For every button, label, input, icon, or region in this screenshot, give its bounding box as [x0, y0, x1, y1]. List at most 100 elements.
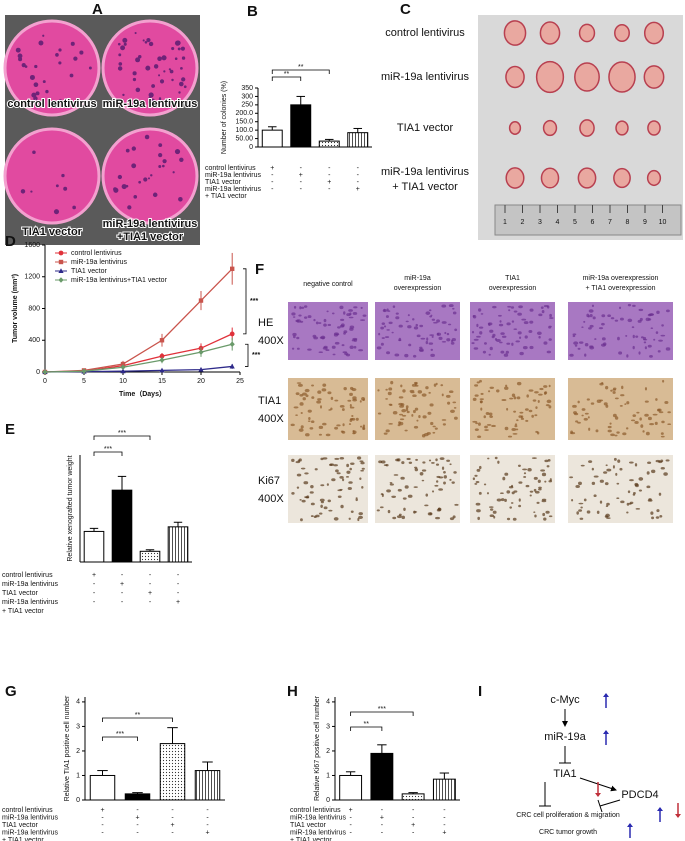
nucleus [515, 340, 520, 343]
nucleus [632, 414, 637, 418]
nucleus [474, 428, 479, 431]
nucleus [528, 389, 534, 392]
nucleus [318, 351, 323, 354]
nucleus [504, 498, 507, 502]
nucleus [625, 427, 629, 430]
colony [172, 171, 175, 174]
caption: control lentivirus [7, 98, 96, 110]
colony [133, 195, 138, 199]
nucleus [453, 471, 457, 474]
nucleus [305, 394, 309, 398]
nucleus [339, 405, 345, 408]
column-header: miR-19a overexpression [583, 275, 659, 282]
nucleus [616, 431, 620, 434]
nucleus [323, 318, 327, 323]
nucleus [441, 340, 447, 343]
colony [125, 148, 130, 153]
colony [142, 39, 145, 42]
condition-sign: - [177, 581, 180, 588]
nucleus [413, 425, 419, 429]
nucleus [529, 490, 534, 493]
nucleus [507, 305, 512, 308]
nucleus [435, 458, 438, 462]
nucleus [358, 515, 363, 519]
nucleus [424, 433, 429, 437]
nucleus [415, 323, 418, 327]
significance-label: *** [104, 446, 112, 453]
significance-bracket [93, 451, 123, 456]
nucleus [500, 350, 505, 354]
x-tick-label: 20 [197, 378, 205, 385]
nucleus [323, 323, 327, 327]
nucleus [612, 413, 617, 418]
nucleus [644, 346, 647, 350]
nucleus [405, 407, 409, 412]
nucleus [665, 459, 670, 462]
colony [147, 177, 150, 180]
nucleus [572, 334, 576, 338]
ruler-number: 6 [591, 219, 595, 226]
nucleus [401, 414, 407, 417]
condition-label: + TIA1 vector [2, 608, 44, 615]
nucleus [538, 486, 542, 490]
nucleus [330, 407, 333, 411]
nucleus [302, 397, 306, 401]
colony [34, 64, 38, 69]
nucleus [443, 481, 446, 485]
nucleus [667, 423, 672, 426]
nucleus [473, 347, 479, 350]
nucleus [660, 334, 666, 337]
nucleus [404, 353, 409, 358]
nucleus [295, 414, 298, 416]
panel-letter: D [5, 233, 16, 250]
nucleus [593, 494, 597, 498]
nucleus [479, 331, 483, 335]
nucleus [523, 321, 529, 325]
nucleus [346, 313, 351, 317]
colony [174, 57, 178, 61]
micrograph [470, 302, 555, 360]
marker [198, 298, 204, 303]
colony [58, 99, 63, 103]
nucleus [525, 419, 529, 422]
nucleus [574, 344, 578, 347]
nucleus [589, 324, 594, 328]
nucleus [500, 492, 504, 495]
nucleus [398, 396, 404, 399]
nucleus [340, 323, 345, 327]
ruler-number: 7 [608, 219, 612, 226]
condition-sign: - [177, 590, 180, 597]
nucleus [654, 421, 658, 425]
nucleus [543, 341, 548, 345]
nucleus [360, 425, 363, 428]
nucleus [429, 403, 434, 407]
nucleus [487, 322, 493, 326]
colony [158, 74, 161, 77]
nucleus [538, 393, 543, 396]
nucleus [643, 338, 648, 341]
nucleus [497, 314, 502, 317]
nucleus [410, 391, 415, 394]
condition-sign: - [328, 172, 331, 179]
colony [73, 56, 78, 61]
change-arrow-head [657, 807, 663, 811]
nucleus [478, 326, 484, 329]
condition-sign: - [121, 590, 124, 597]
nucleus [408, 461, 413, 464]
nucleus [533, 488, 537, 492]
colony [138, 55, 142, 59]
condition-sign: - [136, 829, 139, 836]
nucleus [445, 394, 451, 398]
nucleus [349, 403, 352, 408]
nucleus [443, 470, 446, 474]
condition-sign: + [170, 822, 174, 829]
condition-sign: - [300, 186, 303, 193]
dish [101, 127, 199, 225]
bar [290, 104, 312, 148]
nucleus [322, 457, 328, 460]
nucleus [428, 459, 432, 462]
nucleus [605, 404, 609, 408]
nucleus [634, 482, 639, 487]
y-tick-label: 1 [326, 772, 330, 779]
condition-label: miR-19a lentivirus [2, 581, 59, 588]
